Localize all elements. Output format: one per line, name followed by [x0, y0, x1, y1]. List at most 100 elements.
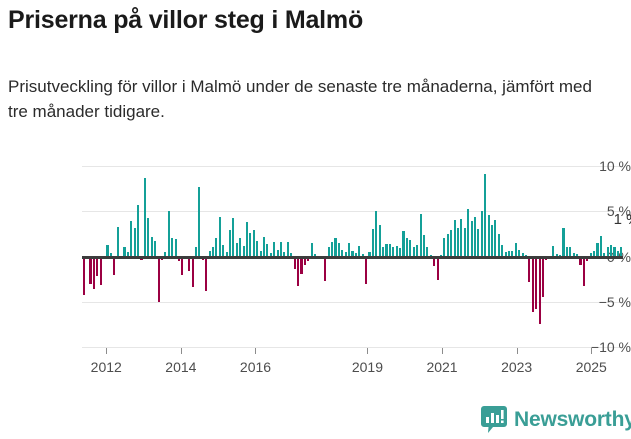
bar-positive[interactable] [130, 221, 133, 257]
bar-positive[interactable] [337, 242, 340, 257]
bar-positive[interactable] [473, 216, 477, 257]
bar-positive[interactable] [276, 250, 279, 257]
bar-positive[interactable] [123, 246, 126, 257]
bar-positive[interactable] [405, 238, 408, 257]
bar-negative[interactable] [99, 256, 102, 285]
bar-negative[interactable] [541, 256, 545, 298]
bar-positive[interactable] [218, 216, 221, 257]
bar-positive[interactable] [133, 228, 136, 257]
bar-positive[interactable] [194, 247, 198, 257]
bar-positive[interactable] [262, 236, 266, 257]
bar-negative[interactable] [535, 256, 538, 309]
bar-negative[interactable] [177, 256, 181, 262]
bar-positive[interactable] [490, 224, 494, 257]
bar-positive[interactable] [279, 242, 283, 257]
bar-positive[interactable] [596, 242, 599, 257]
bar-positive[interactable] [371, 229, 374, 257]
bar-negative[interactable] [205, 256, 208, 291]
bar-positive[interactable] [249, 232, 252, 257]
bar-positive[interactable] [266, 243, 269, 257]
bar-negative[interactable] [582, 256, 585, 287]
bar-positive[interactable] [314, 253, 317, 257]
bar-positive[interactable] [358, 245, 361, 257]
bar-positive[interactable] [416, 244, 419, 257]
bar-positive[interactable] [351, 251, 354, 257]
bar-negative[interactable] [188, 256, 191, 271]
bar-positive[interactable] [470, 221, 473, 257]
bar-positive[interactable] [616, 251, 619, 257]
bar-positive[interactable] [603, 252, 606, 257]
bar-positive[interactable] [341, 250, 344, 257]
bar-positive[interactable] [426, 247, 429, 257]
bar-positive[interactable] [245, 222, 249, 257]
bar-positive[interactable] [422, 234, 425, 257]
bar-positive[interactable] [467, 209, 470, 257]
bar-positive[interactable] [599, 235, 602, 257]
bar-positive[interactable] [273, 242, 276, 257]
bar-negative[interactable] [92, 256, 95, 290]
bar-positive[interactable] [310, 242, 313, 257]
bar-positive[interactable] [507, 251, 511, 257]
bar-positive[interactable] [456, 227, 460, 257]
bar-positive[interactable] [106, 244, 109, 257]
bar-negative[interactable] [436, 256, 439, 281]
bar-positive[interactable] [361, 253, 364, 257]
bar-positive[interactable] [409, 240, 412, 257]
bar-positive[interactable] [399, 248, 402, 257]
bar-positive[interactable] [239, 238, 242, 257]
bar-positive[interactable] [610, 244, 613, 257]
bar-negative[interactable] [324, 256, 327, 281]
bar-positive[interactable] [143, 177, 146, 257]
bar-positive[interactable] [283, 251, 286, 257]
bar-positive[interactable] [164, 251, 167, 257]
bar-positive[interactable] [562, 228, 565, 257]
bar-positive[interactable] [344, 251, 347, 257]
bar-positive[interactable] [252, 230, 255, 257]
bar-negative[interactable] [191, 256, 194, 288]
bar-positive[interactable] [126, 251, 129, 257]
bar-positive[interactable] [256, 241, 259, 257]
bar-positive[interactable] [484, 174, 487, 257]
bar-positive[interactable] [392, 247, 395, 257]
bar-positive[interactable] [174, 239, 177, 257]
bar-positive[interactable] [154, 241, 157, 257]
newsworthy-logo[interactable]: Newsworthy [481, 406, 631, 433]
bar-positive[interactable] [572, 252, 575, 257]
bar-positive[interactable] [385, 243, 388, 257]
bar-negative[interactable] [528, 256, 531, 282]
bar-positive[interactable] [378, 224, 381, 257]
bar-positive[interactable] [232, 217, 235, 257]
bar-negative[interactable] [538, 256, 541, 325]
bar-positive[interactable] [167, 211, 170, 257]
bar-positive[interactable] [375, 211, 378, 257]
bar-negative[interactable] [433, 256, 436, 266]
bar-positive[interactable] [552, 245, 555, 257]
bar-positive[interactable] [463, 227, 466, 257]
bar-positive[interactable] [242, 245, 245, 257]
bar-positive[interactable] [395, 245, 398, 257]
bar-positive[interactable] [116, 226, 119, 257]
bar-positive[interactable] [460, 219, 463, 257]
bar-positive[interactable] [259, 251, 262, 257]
bar-positive[interactable] [620, 247, 623, 257]
bar-negative[interactable] [181, 256, 184, 275]
bar-positive[interactable] [222, 244, 225, 257]
bar-positive[interactable] [593, 251, 596, 257]
bar-positive[interactable] [569, 247, 572, 257]
bar-negative[interactable] [586, 256, 589, 262]
bar-negative[interactable] [365, 256, 368, 284]
bar-positive[interactable] [518, 250, 521, 257]
bar-positive[interactable] [269, 252, 272, 257]
bar-positive[interactable] [480, 211, 483, 257]
bar-positive[interactable] [453, 220, 456, 257]
bar-positive[interactable] [382, 247, 385, 257]
bar-positive[interactable] [388, 243, 391, 257]
bar-positive[interactable] [565, 247, 568, 257]
bar-positive[interactable] [402, 231, 405, 257]
bar-positive[interactable] [521, 252, 524, 257]
bar-positive[interactable] [215, 238, 218, 257]
bar-positive[interactable] [235, 242, 238, 257]
bar-positive[interactable] [137, 204, 140, 257]
bar-positive[interactable] [419, 213, 422, 257]
bar-positive[interactable] [514, 242, 517, 257]
